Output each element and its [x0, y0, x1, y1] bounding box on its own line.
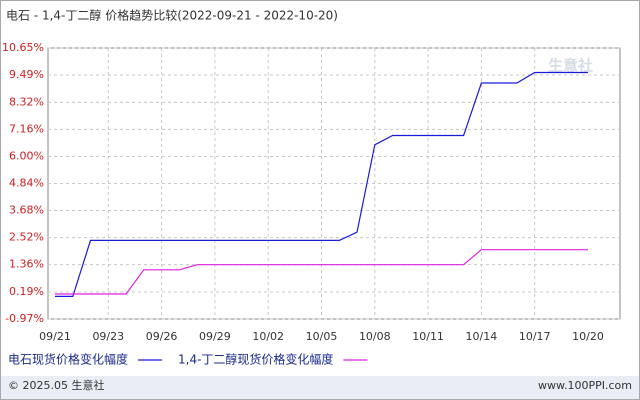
x-tick-label: 10/02	[252, 330, 284, 343]
x-tick-label: 09/23	[92, 330, 124, 343]
x-tick-label: 10/20	[572, 330, 604, 343]
y-tick-label: 8.32%	[9, 95, 44, 108]
x-tick-label: 10/14	[466, 330, 498, 343]
x-tick-label: 09/29	[199, 330, 231, 343]
footer-right: www.100PPI.com	[538, 379, 632, 392]
y-tick-label: 2.52%	[9, 231, 44, 244]
chart-title: 电石 - 1,4-丁二醇 价格趋势比较(2022-09-21 - 2022-10…	[6, 8, 338, 23]
legend-label: 电石现货价格变化幅度	[8, 352, 128, 367]
x-tick-label: 09/21	[39, 330, 71, 343]
y-tick-label: 1.36%	[9, 258, 44, 271]
footer-left: © 2025.05 生意社	[8, 378, 104, 392]
x-tick-label: 10/05	[306, 330, 338, 343]
y-tick-label: 7.16%	[9, 122, 44, 135]
x-tick-label: 10/08	[359, 330, 391, 343]
y-tick-label: 3.68%	[9, 204, 44, 217]
watermark: 生意社	[548, 57, 593, 75]
x-tick-label: 10/17	[519, 330, 551, 343]
y-tick-label: 0.19%	[9, 285, 44, 298]
y-tick-label: -0.97%	[5, 312, 44, 325]
x-tick-label: 10/11	[412, 330, 444, 343]
series-line	[55, 249, 588, 295]
legend-label: 1,4-丁二醇现货价格变化幅度	[178, 352, 333, 367]
y-tick-label: 9.49%	[9, 68, 44, 81]
y-tick-label: 4.84%	[9, 177, 44, 190]
series-line	[55, 71, 588, 297]
y-tick-label: 6.00%	[9, 149, 44, 162]
x-tick-label: 09/26	[146, 330, 178, 343]
footer-bg	[1, 376, 639, 399]
y-tick-label: 10.65%	[2, 41, 44, 54]
